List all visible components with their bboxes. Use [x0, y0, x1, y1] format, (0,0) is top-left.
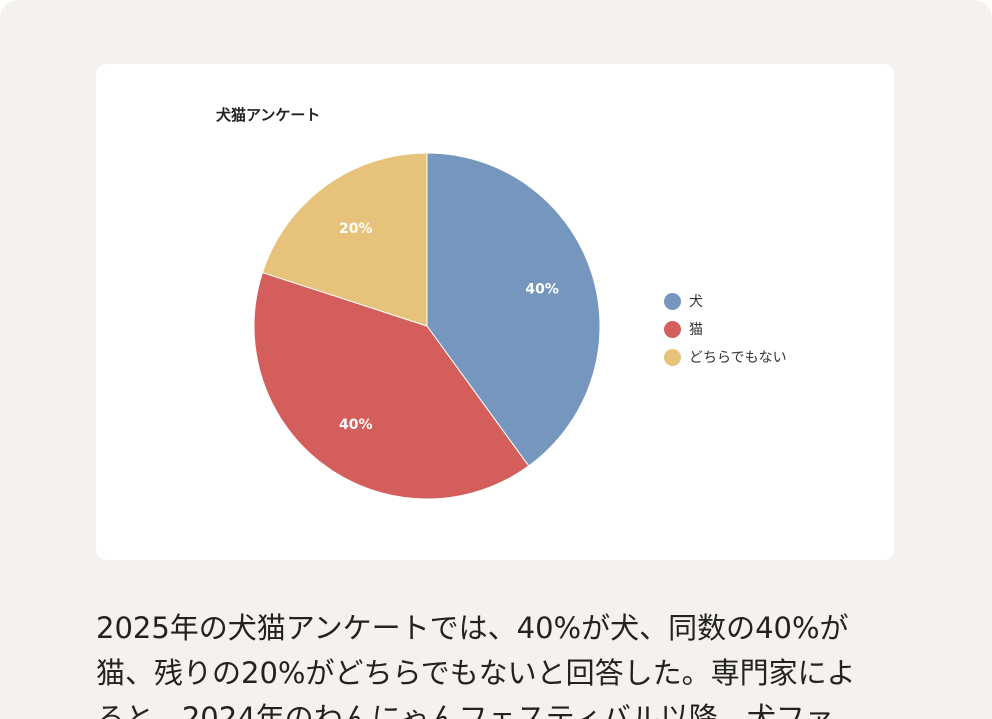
pie-chart: 40% 40% 20% — [253, 152, 601, 500]
chart-legend: 犬 猫 どちらでもない — [664, 287, 787, 371]
paragraph-line: 2025年の犬猫アンケートでは、40%が犬、同数の40%が — [96, 611, 849, 645]
legend-swatch — [664, 292, 681, 310]
slice-data-label: 40% — [339, 417, 373, 433]
legend-item-cat[interactable]: 猫 — [664, 315, 787, 343]
legend-item-neither[interactable]: どちらでもない — [664, 343, 787, 371]
legend-swatch — [664, 348, 681, 366]
paragraph-line: 猫、残りの20%がどちらでもないと回答した。専門家によ — [96, 656, 856, 690]
legend-swatch — [664, 320, 681, 338]
chart-card: 犬猫アンケート 40% 40% 20% 犬 猫 どちらでもない — [96, 64, 894, 560]
slice-data-label: 40% — [525, 282, 559, 298]
pie-slice-cat[interactable] — [253, 271, 530, 500]
description-paragraph: 2025年の犬猫アンケートでは、40%が犬、同数の40%が 猫、残りの20%がど… — [96, 606, 926, 719]
paragraph-line: ると、2024年のわんにゃんフェスティバル以降、犬ファ — [96, 701, 834, 719]
legend-label: 猫 — [689, 322, 703, 338]
legend-label: 犬 — [689, 294, 703, 310]
chart-title: 犬猫アンケート — [216, 106, 321, 124]
pie-slice-dog[interactable] — [426, 152, 601, 467]
slice-data-label: 20% — [339, 221, 373, 237]
legend-item-dog[interactable]: 犬 — [664, 287, 787, 315]
pie-slice-neither[interactable] — [261, 152, 428, 327]
legend-label: どちらでもない — [689, 350, 787, 366]
